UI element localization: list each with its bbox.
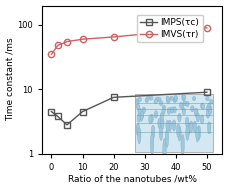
Y-axis label: Time constant /ms: Time constant /ms (5, 38, 15, 121)
Circle shape (157, 97, 160, 102)
Circle shape (165, 96, 169, 100)
Circle shape (155, 97, 158, 101)
Circle shape (181, 108, 185, 115)
Circle shape (161, 105, 165, 111)
Circle shape (137, 128, 140, 144)
Circle shape (154, 111, 157, 118)
Circle shape (207, 103, 210, 109)
Circle shape (141, 107, 145, 114)
Circle shape (135, 99, 138, 103)
Circle shape (167, 120, 171, 132)
Circle shape (159, 113, 163, 121)
Circle shape (200, 104, 204, 109)
Circle shape (137, 108, 141, 115)
Circle shape (144, 98, 148, 103)
Circle shape (185, 101, 188, 107)
Circle shape (207, 105, 211, 112)
Circle shape (166, 108, 170, 114)
Circle shape (196, 126, 200, 140)
Circle shape (185, 126, 188, 140)
Circle shape (192, 96, 195, 101)
IMVS(τr) (81, 38, 84, 40)
Circle shape (136, 104, 139, 110)
Circle shape (149, 96, 152, 100)
IMVS(τr) (205, 27, 207, 29)
Circle shape (186, 123, 190, 135)
Circle shape (151, 125, 154, 139)
Circle shape (138, 97, 141, 102)
IMPS(τc) (65, 124, 68, 126)
Circle shape (140, 111, 143, 119)
Circle shape (172, 107, 175, 113)
Circle shape (150, 134, 153, 155)
Circle shape (181, 94, 184, 98)
Circle shape (139, 113, 143, 121)
Circle shape (194, 110, 197, 117)
Line: IMPS(τc): IMPS(τc) (48, 89, 209, 128)
Circle shape (165, 130, 168, 148)
Circle shape (200, 103, 203, 109)
IMVS(τr) (112, 36, 114, 38)
Circle shape (205, 111, 209, 118)
Circle shape (136, 114, 140, 122)
Circle shape (166, 99, 169, 103)
Circle shape (153, 99, 157, 104)
Circle shape (166, 97, 170, 101)
Circle shape (180, 104, 183, 110)
Circle shape (195, 127, 198, 142)
Circle shape (195, 113, 199, 122)
Circle shape (189, 121, 192, 133)
Circle shape (165, 120, 169, 132)
Circle shape (160, 119, 163, 129)
Circle shape (173, 95, 177, 100)
Circle shape (135, 100, 138, 105)
Circle shape (172, 120, 175, 131)
Line: IMVS(τr): IMVS(τr) (48, 25, 209, 57)
IMPS(τc) (50, 110, 53, 113)
Circle shape (149, 114, 153, 123)
Circle shape (192, 121, 196, 133)
Circle shape (209, 99, 212, 104)
IMVS(τr) (65, 40, 68, 43)
Circle shape (177, 114, 180, 122)
Circle shape (146, 96, 149, 100)
Circle shape (173, 98, 176, 102)
Circle shape (185, 117, 188, 127)
Circle shape (176, 124, 179, 137)
Circle shape (161, 108, 164, 115)
Circle shape (200, 115, 203, 124)
Circle shape (157, 118, 160, 129)
Circle shape (159, 126, 162, 141)
Circle shape (162, 138, 165, 167)
Legend: IMPS(τc), IMVS(τr): IMPS(τc), IMVS(τr) (136, 15, 202, 43)
Circle shape (136, 123, 139, 136)
Circle shape (180, 134, 184, 157)
Circle shape (169, 107, 173, 113)
Circle shape (207, 122, 210, 134)
IMVS(τr) (50, 53, 53, 55)
IMPS(τc) (112, 96, 114, 98)
Circle shape (207, 108, 211, 115)
IMVS(τr) (56, 44, 59, 46)
Circle shape (182, 101, 185, 106)
Circle shape (169, 96, 173, 101)
IMPS(τc) (81, 110, 84, 113)
Circle shape (177, 126, 180, 141)
Circle shape (159, 101, 162, 105)
Circle shape (205, 97, 208, 101)
Circle shape (148, 115, 151, 124)
Circle shape (190, 106, 193, 112)
Circle shape (205, 106, 208, 112)
Circle shape (173, 97, 177, 101)
Circle shape (181, 95, 185, 99)
IMPS(τc) (205, 91, 207, 93)
Circle shape (178, 102, 182, 108)
Bar (135, 94, 212, 152)
X-axis label: Ratio of the nanotubes /wt%: Ratio of the nanotubes /wt% (67, 174, 196, 184)
Circle shape (181, 97, 185, 101)
Circle shape (194, 108, 197, 115)
IMPS(τc) (56, 115, 59, 117)
Circle shape (172, 97, 176, 102)
